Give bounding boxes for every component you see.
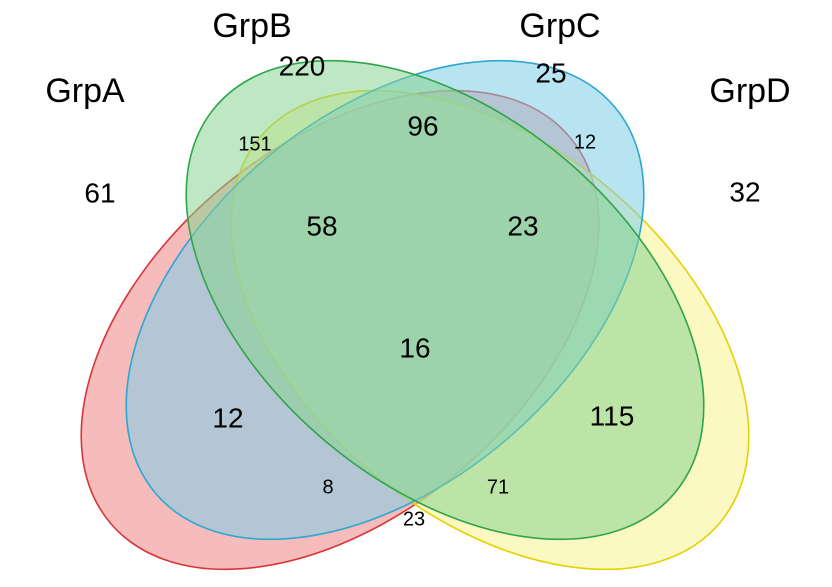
label-C: GrpC (519, 7, 600, 45)
label-D: GrpD (709, 72, 790, 110)
value-ABC: 58 (306, 210, 337, 241)
value-AB: 151 (238, 133, 271, 155)
value-BCD: 23 (507, 210, 538, 241)
venn-diagram: GrpA GrpB GrpC GrpD 61 220 25 32 151 12 … (0, 0, 832, 587)
value-ABD: 71 (487, 476, 509, 498)
label-B: GrpB (212, 7, 291, 45)
value-B: 220 (279, 50, 326, 81)
venn-shapes (0, 0, 832, 587)
value-AC: 12 (212, 402, 243, 433)
value-A: 61 (84, 177, 115, 208)
value-BD: 115 (590, 400, 635, 431)
label-A: GrpA (45, 72, 125, 110)
value-CD: 12 (574, 131, 596, 153)
value-ABCD: 16 (399, 332, 430, 363)
value-AD: 23 (403, 508, 425, 530)
value-BC: 96 (407, 110, 438, 141)
value-C: 25 (535, 57, 566, 88)
value-ACD: 8 (322, 476, 333, 498)
value-D: 32 (729, 176, 760, 207)
